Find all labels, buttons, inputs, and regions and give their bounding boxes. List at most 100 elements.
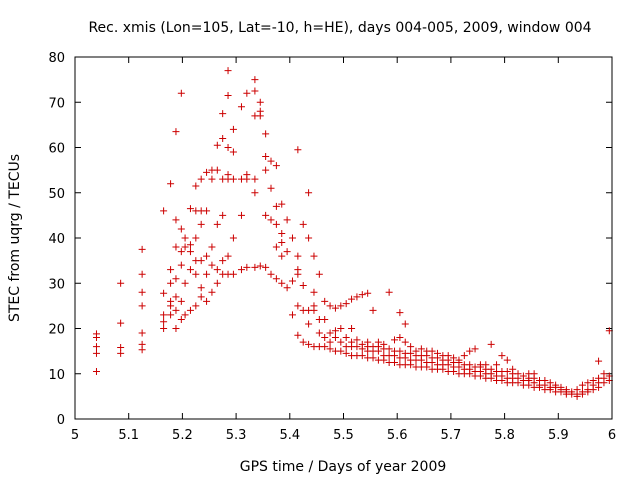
data-point bbox=[208, 261, 216, 269]
data-point bbox=[407, 349, 415, 357]
data-point bbox=[305, 189, 313, 197]
data-point bbox=[262, 166, 270, 174]
data-point bbox=[251, 175, 259, 183]
data-point bbox=[600, 370, 608, 378]
data-point bbox=[272, 202, 280, 210]
data-point bbox=[237, 103, 245, 111]
data-point bbox=[172, 306, 180, 314]
data-point bbox=[177, 225, 185, 233]
data-point bbox=[117, 279, 125, 287]
data-point bbox=[391, 358, 399, 366]
data-point bbox=[219, 211, 227, 219]
data-point bbox=[224, 252, 232, 260]
data-point bbox=[326, 338, 334, 346]
data-point bbox=[177, 297, 185, 305]
data-point bbox=[412, 347, 420, 355]
data-point bbox=[203, 252, 211, 260]
data-point bbox=[186, 306, 194, 314]
plot-frame bbox=[74, 56, 613, 420]
data-point bbox=[192, 182, 200, 190]
data-point bbox=[172, 275, 180, 283]
y-tick-label: 60 bbox=[48, 142, 65, 157]
data-point bbox=[460, 352, 468, 360]
data-point bbox=[337, 302, 345, 310]
data-point bbox=[224, 91, 232, 99]
data-point bbox=[186, 248, 194, 256]
data-point bbox=[278, 229, 286, 237]
data-point bbox=[203, 297, 211, 305]
y-tick-label: 70 bbox=[48, 96, 65, 111]
data-point bbox=[256, 262, 264, 270]
data-point bbox=[272, 275, 280, 283]
data-point bbox=[541, 377, 549, 385]
data-point bbox=[172, 243, 180, 251]
data-point bbox=[331, 334, 339, 342]
data-point bbox=[337, 347, 345, 355]
data-point bbox=[251, 189, 259, 197]
data-point bbox=[353, 293, 361, 301]
data-point bbox=[167, 180, 175, 188]
data-point bbox=[369, 306, 377, 314]
data-point bbox=[498, 352, 506, 360]
data-point bbox=[256, 107, 264, 115]
data-point bbox=[192, 302, 200, 310]
chart-title: Rec. xmis (Lon=105, Lat=-10, h=HE), days… bbox=[88, 20, 591, 36]
data-point bbox=[509, 365, 517, 373]
data-point bbox=[353, 343, 361, 351]
data-point bbox=[321, 343, 329, 351]
y-tick-label: 20 bbox=[48, 323, 65, 338]
data-point bbox=[224, 67, 232, 75]
data-point bbox=[117, 319, 125, 327]
data-point bbox=[288, 234, 296, 242]
data-point bbox=[219, 257, 227, 265]
data-point bbox=[197, 175, 205, 183]
data-point bbox=[358, 291, 366, 299]
data-points bbox=[92, 67, 613, 400]
data-point bbox=[385, 345, 393, 353]
data-point bbox=[305, 234, 313, 242]
data-point bbox=[546, 379, 554, 387]
data-point bbox=[391, 336, 399, 344]
data-point bbox=[364, 338, 372, 346]
data-point bbox=[278, 239, 286, 247]
data-point bbox=[262, 130, 270, 138]
data-point bbox=[294, 266, 302, 274]
data-point bbox=[326, 345, 334, 353]
data-point bbox=[584, 379, 592, 387]
data-point bbox=[251, 263, 259, 271]
data-point bbox=[557, 383, 565, 391]
data-point bbox=[181, 311, 189, 319]
y-tick-label: 80 bbox=[48, 51, 65, 66]
data-point bbox=[267, 184, 275, 192]
x-tick-label: 5.8 bbox=[494, 428, 515, 443]
data-point bbox=[177, 315, 185, 323]
data-point bbox=[321, 334, 329, 342]
x-tick-label: 5.1 bbox=[118, 428, 139, 443]
y-tick-label: 10 bbox=[48, 368, 65, 383]
data-point bbox=[229, 125, 237, 133]
data-point bbox=[364, 289, 372, 297]
data-point bbox=[466, 361, 474, 369]
y-tick-label: 0 bbox=[57, 413, 65, 428]
x-tick-label: 5.9 bbox=[548, 428, 569, 443]
data-point bbox=[278, 200, 286, 208]
data-point bbox=[519, 372, 527, 380]
data-point bbox=[417, 345, 425, 353]
data-point bbox=[92, 330, 100, 338]
data-point bbox=[219, 134, 227, 142]
data-point bbox=[348, 338, 356, 346]
data-point bbox=[455, 356, 463, 364]
data-point bbox=[272, 162, 280, 170]
data-point bbox=[92, 349, 100, 357]
data-point bbox=[267, 157, 275, 165]
data-point bbox=[466, 347, 474, 355]
data-point bbox=[342, 334, 350, 342]
data-point bbox=[172, 128, 180, 136]
data-point bbox=[186, 266, 194, 274]
data-point bbox=[337, 325, 345, 332]
data-point bbox=[243, 89, 251, 97]
data-point bbox=[138, 329, 146, 337]
data-point bbox=[167, 311, 175, 319]
data-point bbox=[353, 336, 361, 344]
